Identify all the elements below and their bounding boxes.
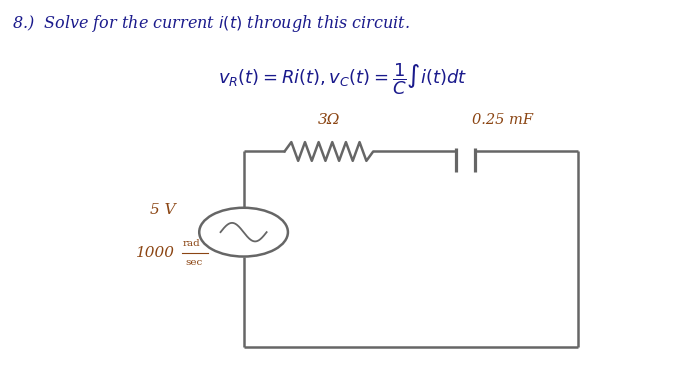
Text: sec: sec [186, 258, 203, 266]
Text: 0.25 mF: 0.25 mF [473, 113, 534, 127]
Text: 5 V: 5 V [150, 203, 175, 217]
Text: 8.)  Solve for the current $i(t)$ through this circuit.: 8.) Solve for the current $i(t)$ through… [12, 12, 410, 34]
Text: 3Ω: 3Ω [318, 113, 340, 127]
Text: $v_R(t) = Ri(t), v_C(t) = \dfrac{1}{C}\int i(t)dt$: $v_R(t) = Ri(t), v_C(t) = \dfrac{1}{C}\i… [218, 61, 467, 97]
Text: 1000: 1000 [136, 246, 175, 260]
Text: rad: rad [182, 239, 200, 248]
